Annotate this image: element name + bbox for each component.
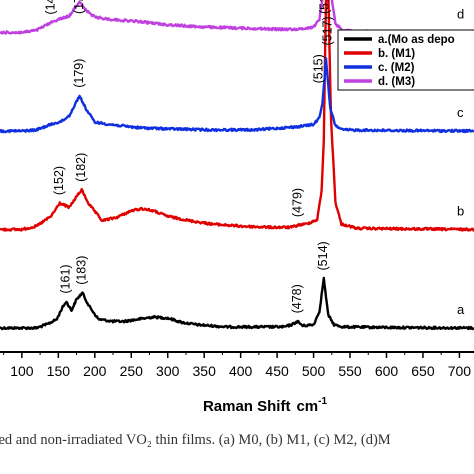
axis-layer: 100 150 200 250 300 350 400 450 500 550 600 650 700 xyxy=(0,351,474,379)
legend-label-a: a.(Mo as depo xyxy=(378,34,455,46)
figure-caption: iated and non-irradiated VO₂ thin films.… xyxy=(0,432,474,456)
x-tick-label-200: 200 xyxy=(83,363,107,379)
x-tick-label-650: 650 xyxy=(411,363,435,379)
curve-label-b: b xyxy=(457,204,464,219)
series-line-b xyxy=(0,0,474,232)
x-tick-label-550: 550 xyxy=(338,363,362,379)
x-tick-label-150: 150 xyxy=(47,363,71,379)
x-tick-label-400: 400 xyxy=(229,363,253,379)
peak-label-b-2: (479) xyxy=(291,188,305,217)
x-axis-title: Raman Shift cm-1 xyxy=(203,396,328,415)
peak-label-d-1: (179) xyxy=(72,0,86,14)
x-tick-label-500: 500 xyxy=(302,363,326,379)
peak-label-b-0: (152) xyxy=(52,166,66,195)
peak-label-a-0: (161) xyxy=(59,264,73,293)
series-line-c xyxy=(0,57,474,134)
x-tick-label-700: 700 xyxy=(448,363,472,379)
x-tick-label-300: 300 xyxy=(156,363,180,379)
peak-label-layer: (161) (183) (478) (514) (152) (182) (479) (179)… xyxy=(43,0,334,313)
x-tick-label-450: 450 xyxy=(265,363,289,379)
peak-label-c-0: (179) xyxy=(72,59,86,88)
peak-label-d-0: (140) xyxy=(43,0,57,15)
peak-label-c-2: (517) xyxy=(320,16,334,45)
peak-label-c-1: (515) xyxy=(312,54,326,83)
curve-label-a: a xyxy=(457,302,465,317)
legend: a.(Mo as depo b. (M1) c. (M2) d. (M3) xyxy=(337,29,474,91)
legend-label-c: c. (M2) xyxy=(378,62,415,74)
curve-label-d: d xyxy=(457,7,464,22)
series-line-a xyxy=(0,276,474,331)
peak-label-d-2: (516) xyxy=(317,0,331,14)
peak-label-a-1: (183) xyxy=(75,256,89,285)
legend-label-b: b. (M1) xyxy=(378,48,415,60)
peak-label-a-2: (478) xyxy=(290,284,304,313)
peak-label-b-1: (182) xyxy=(74,153,88,182)
curve-label-layer: a b c d xyxy=(457,7,465,318)
peak-label-a-3: (514) xyxy=(316,241,330,270)
x-tick-label-600: 600 xyxy=(375,363,399,379)
legend-label-d: d. (M3) xyxy=(378,76,415,88)
x-tick-label-100: 100 xyxy=(10,363,34,379)
x-tick-label-350: 350 xyxy=(193,363,217,379)
x-tick-label-250: 250 xyxy=(120,363,144,379)
figure-caption-text: iated and non-irradiated VO₂ thin films.… xyxy=(0,432,391,448)
curve-label-c: c xyxy=(457,105,464,120)
